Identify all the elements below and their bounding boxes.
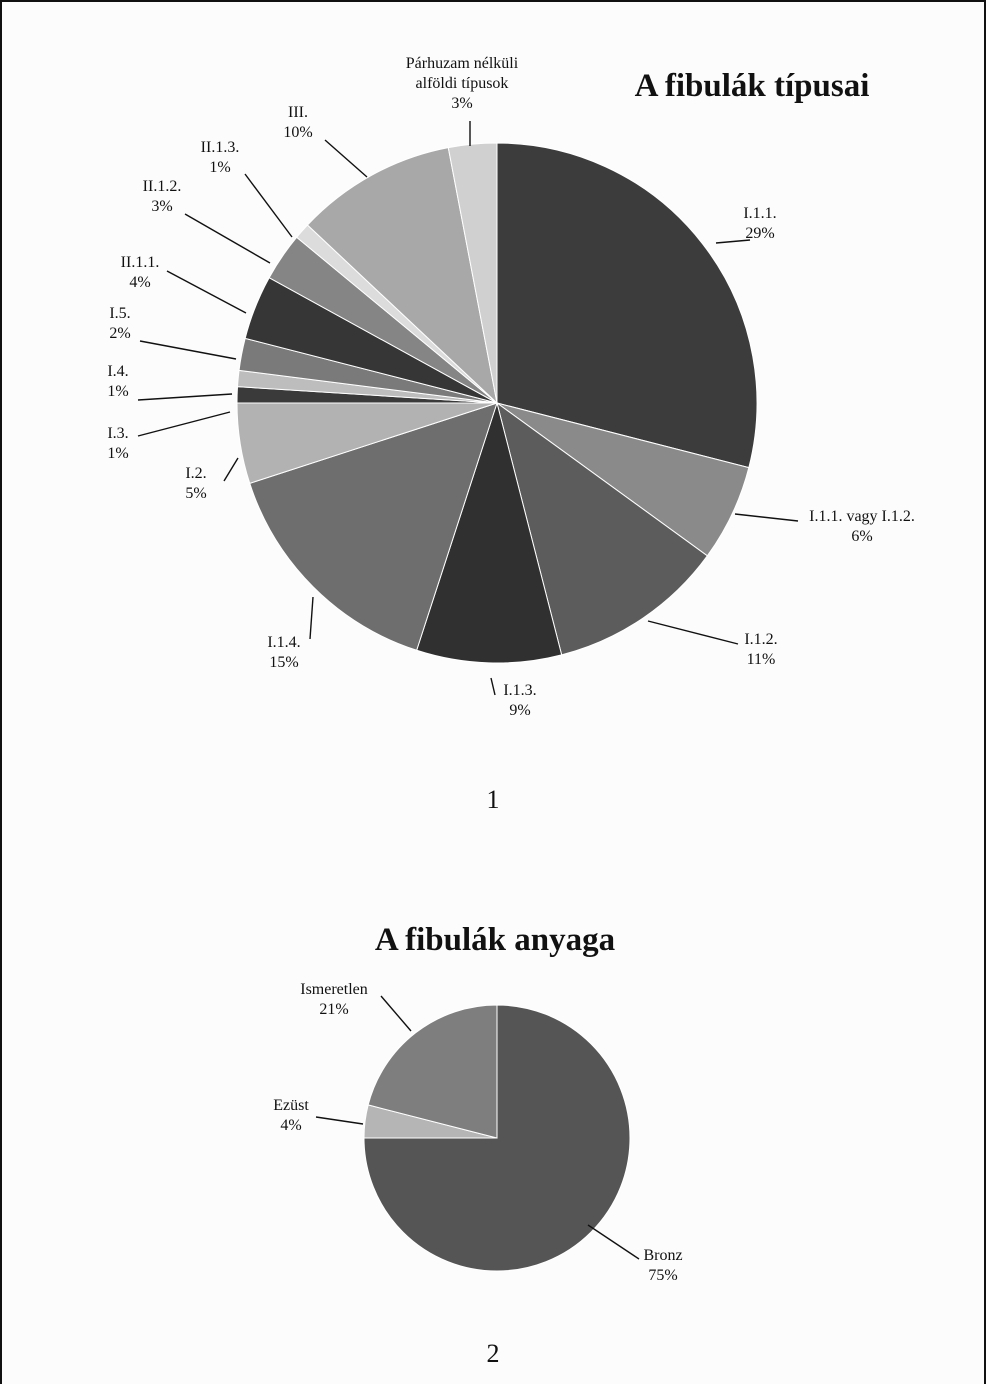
chart-2-slice-label-1: Ezüst 4% xyxy=(273,1097,309,1134)
chart-1-slice-name-13: Párhuzam nélküli xyxy=(406,55,519,72)
chart-2-slice-value-2: 21% xyxy=(319,1001,348,1018)
chart-2-leader-0 xyxy=(587,1224,640,1260)
chart-1-title: A fibulák típusai xyxy=(635,68,870,104)
chart-1-slice-name-5: I.2. xyxy=(185,465,206,482)
chart-1-slice-label-3: I.1.3. 9% xyxy=(503,682,536,719)
chart-2-slice-2 xyxy=(367,1004,498,1139)
chart-1-slice-name-11: II.1.3. xyxy=(201,139,240,156)
chart-2-title: A fibulák anyaga xyxy=(375,922,615,958)
chart-1-slice-value-0: 29% xyxy=(745,225,774,242)
chart-2-slice-name-2: Ismeretlen xyxy=(300,981,368,998)
chart-2-slice-name-1: Ezüst xyxy=(273,1097,309,1114)
chart-1-slice-name-8: I.5. xyxy=(109,305,130,322)
chart-1-slice-label-0: I.1.1. 29% xyxy=(743,205,776,242)
chart-1-leader-1 xyxy=(734,513,799,522)
chart-1-slice-label-1: I.1.1. vagy I.1.2. 6% xyxy=(809,508,915,545)
chart-1-slice-value-3: 9% xyxy=(509,702,530,719)
chart-1-slice-name-6: I.3. xyxy=(107,425,128,442)
chart-1-leader-12 xyxy=(324,139,368,178)
chart-1-slice-4 xyxy=(249,402,498,651)
chart-1-slice-label-11: II.1.3. 1% xyxy=(201,139,240,176)
chart-1-slice-label-8: I.5. 2% xyxy=(109,305,130,342)
chart-1-slice-name-0: I.1.1. xyxy=(743,205,776,222)
chart-1-slice-2 xyxy=(496,401,709,656)
chart-1-slice-label-7: I.4. 1% xyxy=(107,363,128,400)
figure-2-number: 2 xyxy=(487,1339,500,1368)
chart-1-slice-value-8: 2% xyxy=(109,325,130,342)
chart-1-leader-10 xyxy=(184,213,271,264)
chart-1-slice-label-5: I.2. 5% xyxy=(185,465,206,502)
chart-2-slice-name-0: Bronz xyxy=(643,1247,682,1264)
chart-1-slice-name-4: I.1.4. xyxy=(267,634,300,651)
chart-1-leader-8 xyxy=(139,340,237,360)
chart-1-pie: I.1.1. 29%I.1.1. vagy I.1.2. 6%I.1.2. 11%I.… xyxy=(107,55,915,719)
chart-1-slice-0 xyxy=(496,142,758,469)
chart-1-slice-label-2: I.1.2. 11% xyxy=(744,631,777,668)
chart-1-slice-name-13: alföldi típusok xyxy=(416,75,509,92)
chart-1-slice-value-7: 1% xyxy=(107,383,128,400)
chart-1-slice-label-10: II.1.2. 3% xyxy=(143,178,182,215)
chart-1-leader-6 xyxy=(137,411,231,437)
chart-1-leader-11 xyxy=(244,173,293,238)
chart-1-leader-4 xyxy=(309,596,314,640)
chart-2-slice-value-0: 75% xyxy=(648,1267,677,1284)
chart-1-slice-value-6: 1% xyxy=(107,445,128,462)
chart-1-slice-name-1: I.1.1. vagy I.1.2. xyxy=(809,508,915,525)
chart-1-leader-5 xyxy=(223,457,239,482)
chart-1-slice-value-13: 3% xyxy=(451,95,472,112)
chart-1-slice-name-9: II.1.1. xyxy=(121,254,160,271)
chart-1-slice-name-12: III. xyxy=(288,104,308,121)
chart-1-leader-2 xyxy=(647,620,739,645)
figure-1-number: 1 xyxy=(487,785,500,814)
chart-1-slice-3 xyxy=(416,401,563,664)
chart-1-leader-7 xyxy=(137,393,233,401)
chart-1-slice-label-6: I.3. 1% xyxy=(107,425,128,462)
chart-2-slice-label-0: Bronz 75% xyxy=(643,1247,682,1284)
chart-1-slice-value-11: 1% xyxy=(209,159,230,176)
chart-2-slice-value-1: 4% xyxy=(280,1117,301,1134)
chart-1-slice-12 xyxy=(306,147,498,405)
chart-1-leader-0 xyxy=(715,239,751,244)
chart-1-slice-label-12: III. 10% xyxy=(283,104,312,141)
chart-1-slice-label-9: II.1.1. 4% xyxy=(121,254,160,291)
chart-2-leader-2 xyxy=(380,995,412,1032)
chart-1-slice-value-2: 11% xyxy=(747,651,776,668)
chart-1-slice-13 xyxy=(447,142,498,404)
chart-1-leader-3 xyxy=(490,677,496,696)
chart-2-slice-label-2: Ismeretlen 21% xyxy=(300,981,368,1018)
chart-1-slice-value-4: 15% xyxy=(269,654,298,671)
chart-1-slice-label-4: I.1.4. 15% xyxy=(267,634,300,671)
chart-1-slice-name-2: I.1.2. xyxy=(744,631,777,648)
chart-1-slice-value-5: 5% xyxy=(185,485,206,502)
chart-1-leader-9 xyxy=(166,270,247,314)
chart-2-pie: Bronz 75% Ezüst 4% Ismeretlen 21% xyxy=(273,981,682,1284)
chart-1-slice-value-12: 10% xyxy=(283,124,312,141)
chart-1-slice-name-10: II.1.2. xyxy=(143,178,182,195)
chart-1-slice-name-7: I.4. xyxy=(107,363,128,380)
chart-1-slice-value-9: 4% xyxy=(129,274,150,291)
chart-1-slice-name-3: I.1.3. xyxy=(503,682,536,699)
chart-1-slice-value-1: 6% xyxy=(851,528,872,545)
chart-1-slice-label-13: Párhuzam nélküli alföldi típusok 3% xyxy=(406,55,519,112)
chart-1-slice-value-10: 3% xyxy=(151,198,172,215)
chart-2-leader-1 xyxy=(315,1116,364,1125)
